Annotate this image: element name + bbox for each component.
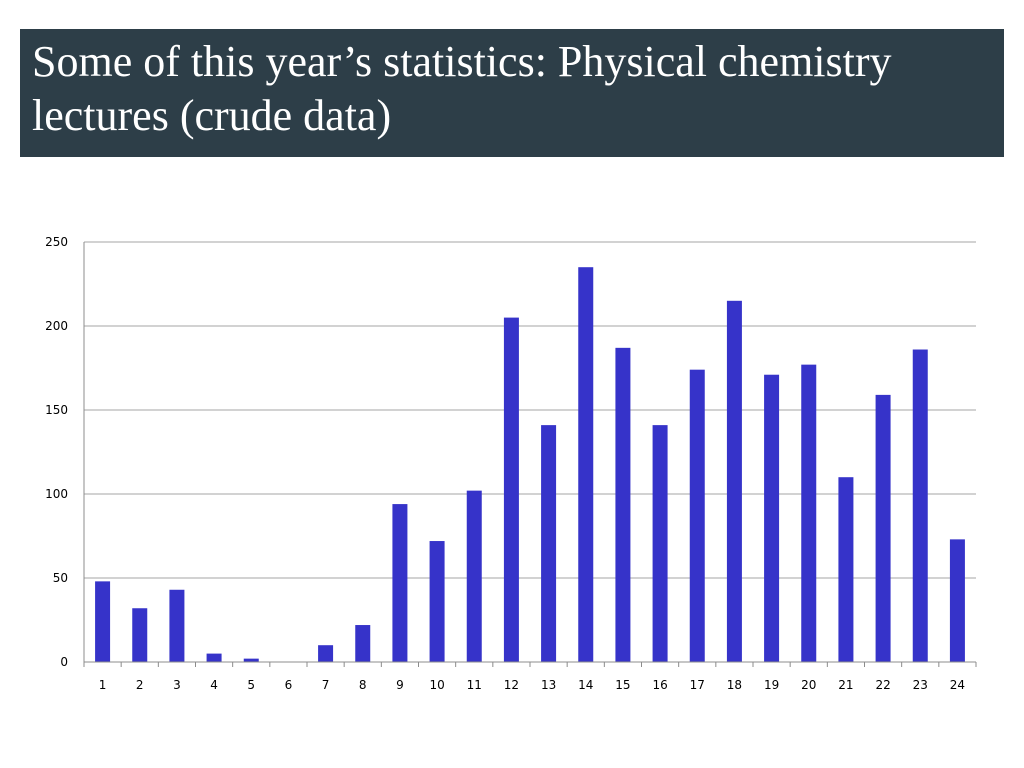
- bar-21: [838, 477, 854, 662]
- x-tick-label: 24: [950, 678, 965, 692]
- x-tick-label: 14: [578, 678, 593, 692]
- bar-8: [355, 625, 371, 662]
- x-tick-label: 22: [875, 678, 890, 692]
- bar-13: [541, 425, 557, 662]
- x-tick-label: 12: [504, 678, 519, 692]
- x-tick-label: 10: [429, 678, 444, 692]
- y-tick-label: 200: [45, 319, 68, 333]
- bar-1: [95, 581, 111, 662]
- x-tick-label: 20: [801, 678, 816, 692]
- x-tick-label: 6: [285, 678, 293, 692]
- bar-10: [429, 541, 445, 662]
- bar-24: [949, 539, 965, 662]
- x-tick-label: 2: [136, 678, 144, 692]
- bar-2: [132, 608, 148, 662]
- bar-20: [801, 364, 817, 662]
- bars: [95, 267, 965, 662]
- x-tick-label: 9: [396, 678, 404, 692]
- bar-4: [206, 653, 222, 662]
- y-tick-label: 250: [45, 235, 68, 249]
- bar-12: [503, 317, 519, 662]
- x-tick-label: 15: [615, 678, 630, 692]
- x-tick-label: 19: [764, 678, 779, 692]
- bar-3: [169, 589, 185, 662]
- x-tick-label: 1: [99, 678, 107, 692]
- bar-9: [392, 504, 408, 662]
- x-tick-label: 16: [652, 678, 667, 692]
- gridlines: [84, 241, 976, 579]
- x-tick-label: 23: [913, 678, 928, 692]
- x-tick-label: 3: [173, 678, 181, 692]
- x-tick-label: 5: [247, 678, 255, 692]
- bar-22: [875, 394, 891, 662]
- axes: [83, 242, 977, 667]
- bar-16: [652, 425, 668, 662]
- x-tick-label: 18: [727, 678, 742, 692]
- x-tick-label: 17: [690, 678, 705, 692]
- x-tick-label: 13: [541, 678, 556, 692]
- y-tick-label: 150: [45, 403, 68, 417]
- bar-23: [912, 349, 928, 662]
- bar-15: [615, 347, 631, 662]
- y-tick-label: 50: [53, 571, 68, 585]
- x-tick-label: 4: [210, 678, 218, 692]
- bar-19: [764, 374, 780, 662]
- bar-11: [466, 490, 482, 662]
- bar-14: [578, 267, 594, 662]
- x-tick-label: 8: [359, 678, 367, 692]
- bar-7: [318, 645, 334, 662]
- slide-title: Some of this year’s statistics: Physical…: [32, 37, 892, 140]
- title-bar: Some of this year’s statistics: Physical…: [20, 29, 1004, 157]
- bar-18: [726, 300, 742, 662]
- x-tick-label: 21: [838, 678, 853, 692]
- y-tick-label: 100: [45, 487, 68, 501]
- bar-5: [243, 658, 259, 662]
- bar-17: [689, 369, 705, 662]
- y-tick-label: 0: [60, 655, 68, 669]
- x-tick-label: 11: [467, 678, 482, 692]
- x-tick-label: 7: [322, 678, 330, 692]
